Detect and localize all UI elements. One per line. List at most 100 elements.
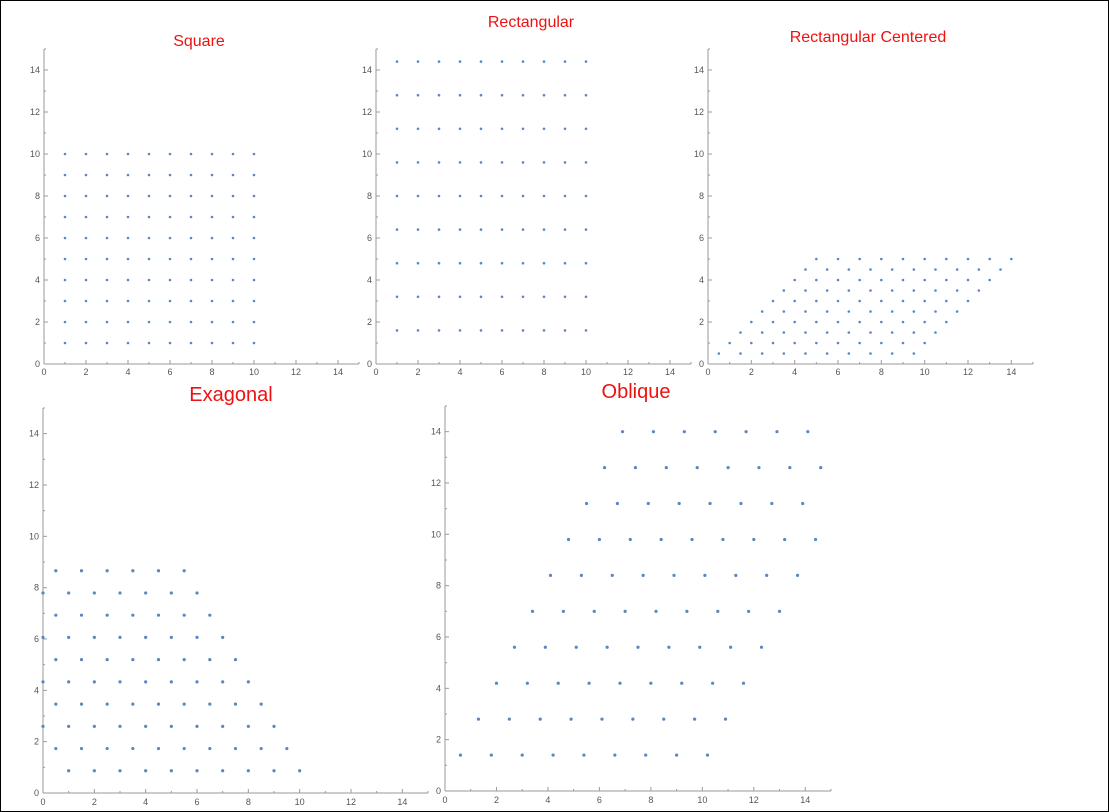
data-point [63,236,67,240]
data-point [458,753,463,757]
data-point [147,173,151,177]
data-point [945,278,948,282]
data-point [246,769,250,773]
data-point [563,194,567,198]
data-point [500,161,504,164]
data-point [416,93,420,97]
data-point [858,341,861,345]
data-point [500,295,504,299]
data-point [765,573,769,577]
data-point [825,268,829,271]
data-point [500,93,504,97]
data-point [79,658,84,662]
data-point [131,569,135,573]
data-point [208,613,212,617]
data-point [574,645,578,649]
x-tick-label: 8 [209,367,214,377]
data-point [252,320,256,324]
data-point [563,329,567,332]
data-point [717,352,721,355]
data-point [512,645,517,649]
data-point [195,769,199,773]
data-point [168,257,172,261]
data-point [479,161,483,164]
data-point [246,680,250,684]
data-point [169,591,173,595]
data-point [566,537,571,542]
data-point [662,717,666,721]
data-point [252,278,256,282]
y-tick-label: 0 [367,359,372,369]
data-point [747,609,751,613]
y-tick-label: 10 [30,149,40,159]
y-tick-label: 12 [29,480,39,490]
data-point [783,537,787,542]
y-tick-label: 0 [436,786,441,796]
data-point [912,289,916,292]
data-point [479,228,483,231]
data-point [623,609,627,613]
data-point [210,194,214,198]
data-point [890,289,894,292]
y-tick-label: 2 [35,317,40,327]
data-point [521,228,525,231]
data-point [126,215,130,219]
data-point [231,278,235,282]
chart-title: Square [173,33,225,50]
data-point [144,724,148,728]
data-point [437,228,441,231]
data-point [168,152,172,156]
x-tick-label: 10 [295,797,305,807]
y-tick-label: 8 [436,581,441,591]
data-point [750,341,753,345]
data-point [195,635,199,640]
data-point [584,161,588,164]
data-point [189,215,193,219]
x-tick-label: 4 [792,367,797,377]
data-point [955,289,959,292]
data-point [84,194,88,198]
data-point [118,769,122,773]
data-point [680,681,684,685]
data-point [105,569,109,573]
data-point [615,501,620,506]
data-point [664,466,668,470]
y-tick-label: 2 [367,317,372,327]
data-point [520,753,524,757]
chart-exagonal: Exagonal 0 2 4 6 8 10 12 14 0 2 4 6 8 10 12 14 [29,381,431,807]
x-tick-label: 10 [697,795,707,805]
data-point [858,299,861,303]
data-point [476,717,481,721]
plot-area: 0 2 4 6 8 10 12 14 0 2 4 6 8 10 12 14 [30,48,360,377]
data-point [760,331,764,334]
data-point [92,680,96,684]
data-point [231,173,235,177]
data-point [644,753,648,757]
x-tick-label: 0 [373,367,378,377]
data-point [955,268,959,271]
data-point [168,278,172,282]
data-point [458,127,462,131]
data-point [208,746,212,751]
data-point [760,310,764,313]
data-point [584,127,588,131]
data-point [682,430,686,434]
data-point [169,724,173,728]
data-point [563,93,567,97]
data-point [521,161,525,164]
data-point [675,753,679,757]
data-point [793,299,796,303]
data-point [759,645,764,649]
data-point [147,215,151,219]
data-point [126,257,130,261]
data-point [147,236,151,240]
data-point [500,329,504,332]
data-point [231,299,235,303]
data-point [79,613,84,617]
data-point [210,215,214,219]
chart-title: Exagonal [189,384,273,406]
data-point [584,295,588,299]
data-point [479,93,483,97]
y-tick-label: 2 [436,735,441,745]
data-point [458,228,462,231]
